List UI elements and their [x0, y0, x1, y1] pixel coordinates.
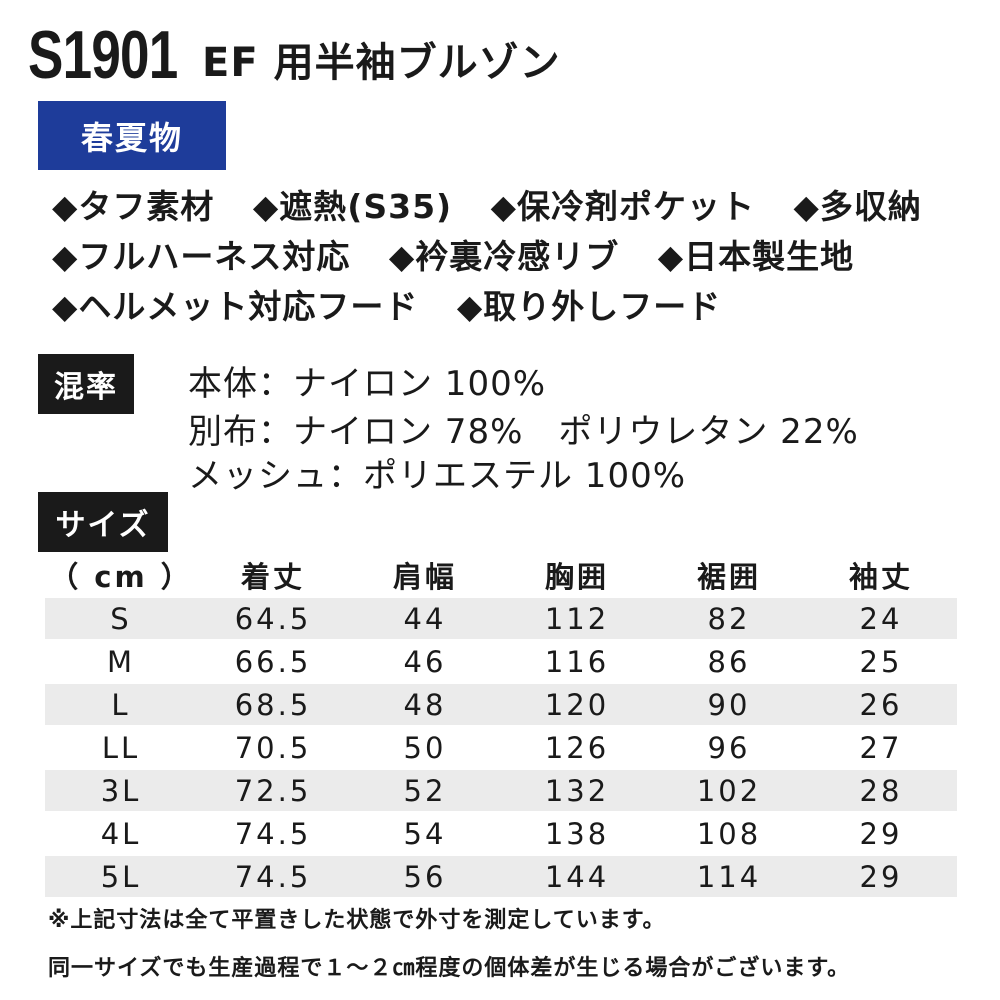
- size-value-cell: 102: [653, 770, 805, 811]
- size-value-cell: 52: [349, 770, 501, 811]
- size-value-cell: 70.5: [234, 730, 312, 765]
- feature-item: ◆多収納: [793, 187, 922, 226]
- size-value-cell: 112: [501, 598, 653, 639]
- feature-item: ◆取り外しフード: [456, 287, 722, 326]
- table-row: M 66.5 46 116 86 25: [45, 641, 957, 682]
- season-badge: 春夏物: [38, 101, 226, 170]
- size-value-cell: 138: [544, 816, 610, 851]
- size-label-cell: S: [45, 598, 197, 639]
- column-header: 肩幅: [392, 560, 457, 594]
- size-value-cell: 144: [501, 856, 653, 897]
- size-value-cell: 126: [544, 730, 610, 765]
- feature-item: ◆衿裏冷感リブ: [388, 237, 620, 276]
- table-row: L 68.5 48 120 90 26: [45, 684, 957, 725]
- size-value-cell: 132: [501, 770, 653, 811]
- measurement-note: ※上記寸法は全て平置きした状態で外寸を測定しています。: [48, 908, 666, 933]
- size-value-cell: 48: [349, 684, 501, 725]
- size-value-cell: 24: [805, 598, 957, 639]
- size-table: （ cm ） 着丈 肩幅 胸囲 裾囲 袖丈 S 64.5 44 112 82 24 M 66.…: [45, 552, 957, 899]
- size-badge: サイズ: [38, 492, 168, 552]
- size-label-cell: 5L: [45, 856, 197, 897]
- size-value-cell: 46: [403, 644, 447, 679]
- size-value-cell: 74.5: [197, 856, 349, 897]
- size-value-cell: 68.5: [197, 684, 349, 725]
- mix-rate-badge: 混率: [38, 354, 134, 414]
- feature-row: ◆フルハーネス対応 ◆衿裏冷感リブ ◆日本製生地: [52, 230, 854, 278]
- size-value-cell: 108: [696, 816, 762, 851]
- unit-header: （ cm ）: [49, 560, 193, 594]
- mix-line-body: 本体：ナイロン 100%: [188, 364, 547, 404]
- size-value-cell: 66.5: [234, 644, 312, 679]
- mix-line-sub-fabric: 別布：ナイロン 78% ポリウレタン 22%: [188, 412, 859, 452]
- size-value-cell: 29: [805, 856, 957, 897]
- model-number: S1901: [28, 17, 178, 93]
- size-label-cell: L: [45, 684, 197, 725]
- size-value-cell: 116: [544, 644, 610, 679]
- size-value-cell: 64.5: [197, 598, 349, 639]
- size-table-header-row: （ cm ） 着丈 肩幅 胸囲 裾囲 袖丈: [45, 554, 957, 596]
- size-value-cell: 27: [859, 730, 903, 765]
- feature-item: ◆遮熱(S35): [252, 187, 453, 226]
- feature-item: ◆フルハーネス対応: [52, 237, 351, 276]
- feature-row: ◆タフ素材 ◆遮熱(S35) ◆保冷剤ポケット ◆多収納: [52, 180, 922, 228]
- size-label-cell: LL: [101, 730, 141, 765]
- size-value-cell: 86: [707, 644, 751, 679]
- size-value-cell: 96: [707, 730, 751, 765]
- table-row: LL 70.5 50 126 96 27: [45, 727, 957, 768]
- size-value-cell: 29: [859, 816, 903, 851]
- mix-line-mesh: メッシュ：ポリエステル 100%: [188, 456, 687, 496]
- size-label-cell: 4L: [100, 816, 142, 851]
- feature-item: ◆日本製生地: [657, 237, 855, 276]
- product-name: EF 用半袖ブルゾン: [202, 40, 561, 86]
- table-row: 4L 74.5 54 138 108 29: [45, 813, 957, 854]
- size-value-cell: 72.5: [197, 770, 349, 811]
- table-row: 5L 74.5 56 144 114 29: [45, 856, 957, 897]
- size-label-cell: M: [106, 644, 136, 679]
- feature-item: ◆タフ素材: [52, 187, 215, 226]
- size-value-cell: 56: [349, 856, 501, 897]
- size-value-cell: 50: [403, 730, 447, 765]
- size-value-cell: 25: [859, 644, 903, 679]
- variance-note: 同一サイズでも生産過程で１～２㎝程度の個体差が生じる場合がございます。: [48, 956, 851, 981]
- table-row: 3L 72.5 52 132 102 28: [45, 770, 957, 811]
- feature-item: ◆ヘルメット対応フード: [52, 287, 419, 326]
- size-value-cell: 54: [403, 816, 447, 851]
- column-header: 裾囲: [696, 560, 761, 594]
- page-title: S1901 EF 用半袖ブルゾン: [28, 17, 561, 93]
- size-label-cell: 3L: [45, 770, 197, 811]
- size-value-cell: 44: [349, 598, 501, 639]
- size-value-cell: 90: [653, 684, 805, 725]
- size-value-cell: 26: [805, 684, 957, 725]
- feature-item: ◆保冷剤ポケット: [490, 187, 756, 226]
- column-header: 着丈: [240, 560, 305, 594]
- size-value-cell: 82: [653, 598, 805, 639]
- table-row: S 64.5 44 112 82 24: [45, 598, 957, 639]
- size-value-cell: 28: [805, 770, 957, 811]
- size-value-cell: 120: [501, 684, 653, 725]
- column-header: 袖丈: [848, 560, 913, 594]
- size-value-cell: 74.5: [234, 816, 312, 851]
- feature-row: ◆ヘルメット対応フード ◆取り外しフード: [52, 280, 721, 328]
- size-value-cell: 114: [653, 856, 805, 897]
- column-header: 胸囲: [544, 560, 609, 594]
